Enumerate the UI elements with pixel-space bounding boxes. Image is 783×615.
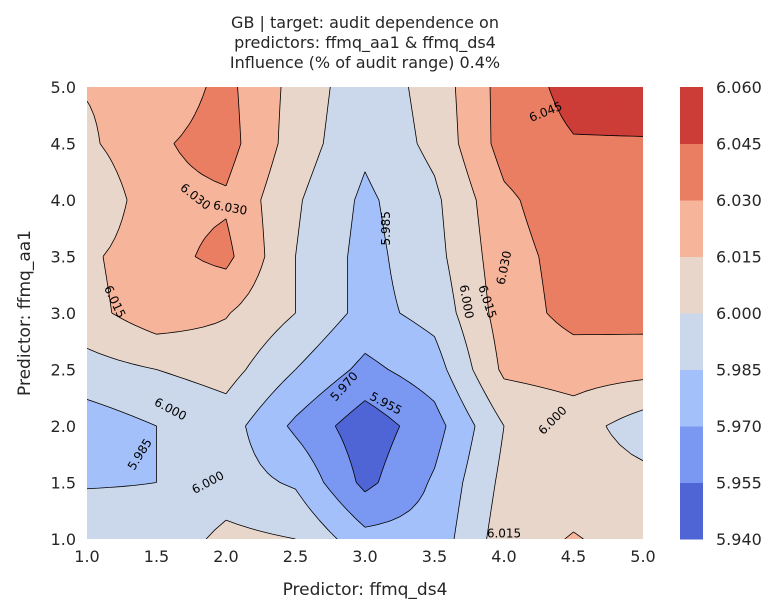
x-tick-label: 4.0	[491, 547, 516, 566]
colorbar-swatch	[680, 200, 703, 257]
colorbar-tick-label: 6.045	[716, 135, 762, 154]
colorbar-tick-label: 5.985	[716, 361, 762, 380]
x-tick-label: 3.0	[352, 547, 377, 566]
contour-line	[286, 353, 447, 528]
colorbar-swatch	[680, 426, 703, 483]
contour-line	[87, 171, 476, 539]
y-tick-label: 4.5	[51, 135, 76, 154]
x-tick-label: 1.5	[144, 547, 169, 566]
chart-title-line: predictors: ffmq_aa1 & ffmq_ds4	[234, 33, 496, 53]
colorbar-tick-label: 6.000	[716, 304, 762, 323]
colorbar-swatch	[680, 87, 703, 144]
x-axis-ticks: 1.0 1.5 2.0 2.5 3.0 3.5 4.0 4.5 5.0	[74, 547, 655, 566]
x-axis-label: Predictor: ffmq_ds4	[283, 580, 448, 600]
chart-title: GB | target: audit dependence onpredicto…	[230, 13, 500, 72]
y-tick-label: 3.0	[51, 304, 76, 323]
contour-line	[334, 400, 401, 493]
colorbar-swatch	[680, 482, 703, 540]
x-tick-label: 4.5	[561, 547, 586, 566]
chart-title-line: GB | target: audit dependence on	[231, 13, 499, 32]
colorbar-swatch	[680, 369, 703, 427]
x-tick-label: 2.5	[283, 547, 308, 566]
x-tick-label: 2.0	[213, 547, 238, 566]
y-tick-label: 3.5	[51, 248, 76, 267]
colorbar-tick-label: 6.060	[716, 78, 762, 97]
y-tick-label: 5.0	[51, 78, 76, 97]
colorbar-swatch	[680, 143, 703, 201]
y-tick-label: 2.0	[51, 417, 76, 436]
contour-label: 6.030	[212, 198, 248, 218]
contour-line	[87, 87, 643, 539]
colorbar-tick-label: 5.970	[716, 417, 762, 436]
contour-label: 5.985	[379, 211, 393, 245]
contour-line	[548, 87, 643, 137]
y-tick-label: 2.5	[51, 361, 76, 380]
y-tick-label: 1.5	[51, 474, 76, 493]
y-tick-label: 4.0	[51, 191, 76, 210]
y-axis-ticks: 1.0 1.5 2.0 2.5 3.0 3.5 4.0 4.5 5.0	[51, 78, 76, 549]
x-tick-label: 1.0	[74, 547, 99, 566]
plot-area: 6.0456.0306.0305.9856.0306.0006.0156.015…	[87, 87, 643, 540]
contour-label: 6.015	[487, 526, 521, 540]
contour-band	[87, 87, 643, 539]
colorbar-tick-label: 5.955	[716, 474, 762, 493]
chart-title-line: Influence (% of audit range) 0.4%	[230, 53, 500, 72]
colorbar-tick-label: 5.940	[716, 530, 762, 549]
contour-band	[286, 352, 447, 528]
contour-band	[173, 87, 643, 336]
x-tick-label: 3.5	[422, 547, 447, 566]
contour-label: 6.030	[494, 250, 515, 287]
contour-label: 6.000	[457, 284, 477, 320]
contour-line	[87, 87, 643, 539]
y-tick-label: 1.0	[51, 530, 76, 549]
colorbar-tick-label: 6.015	[716, 248, 762, 267]
x-tick-label: 5.0	[630, 547, 655, 566]
colorbar-swatch	[680, 256, 703, 314]
contour-line	[173, 87, 643, 336]
colorbar: 5.940 5.955 5.970 5.985 6.000 6.015 6.030 6.045…	[680, 78, 762, 549]
colorbar-tick-label: 6.030	[716, 191, 762, 210]
colorbar-swatch	[680, 313, 703, 370]
y-axis-label: Predictor: ffmq_aa1	[15, 230, 35, 396]
